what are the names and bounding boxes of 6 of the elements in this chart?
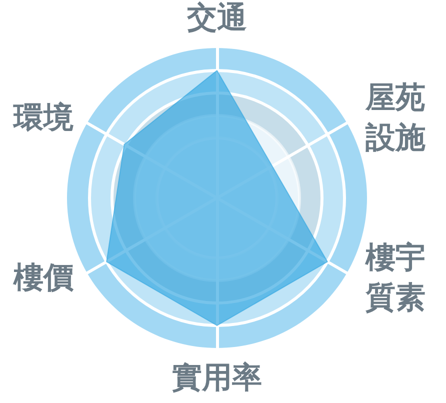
spoke-label: 樓價 [12,260,74,296]
spoke-label: 環境 [12,100,74,136]
spoke-label: 實用率 [172,360,262,396]
spoke-label: 樓宇質素 [364,240,426,316]
spoke-label: 屋苑設施 [364,80,426,156]
spoke-label: 交通 [186,0,247,36]
